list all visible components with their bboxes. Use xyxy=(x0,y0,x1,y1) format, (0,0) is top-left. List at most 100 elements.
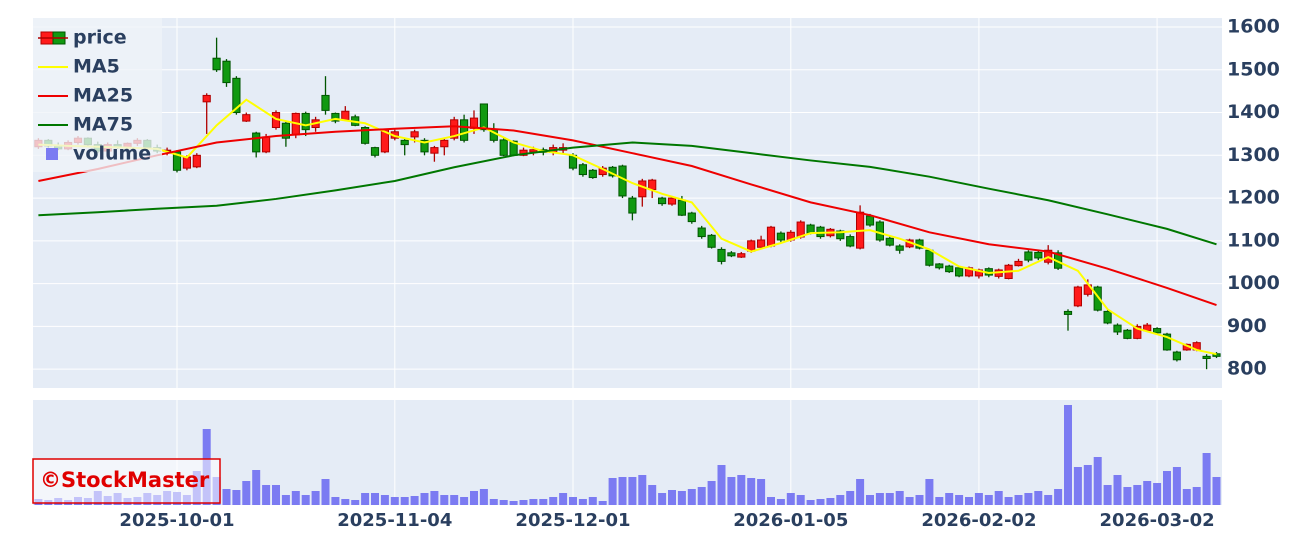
candle-body xyxy=(1172,351,1182,361)
y-tick-label: 1100 xyxy=(1227,229,1280,251)
candle-body xyxy=(737,253,746,258)
candle xyxy=(301,111,310,137)
y-tick-label: 1400 xyxy=(1227,101,1280,123)
candle xyxy=(1162,332,1172,351)
candle-body xyxy=(1014,260,1023,267)
candle-body xyxy=(222,60,231,84)
volume-bar xyxy=(539,499,548,505)
candle xyxy=(1093,285,1102,312)
volume-bar xyxy=(826,498,835,505)
candle-body xyxy=(638,180,647,198)
candle-body xyxy=(192,154,201,168)
candle xyxy=(945,264,954,273)
candle-body xyxy=(628,197,637,214)
volume-bar xyxy=(895,491,904,505)
candle-body xyxy=(1113,324,1122,333)
volume-bar xyxy=(400,497,409,505)
candle-body xyxy=(460,119,469,141)
volume-bar xyxy=(1192,487,1201,505)
volume-bar xyxy=(618,477,627,505)
candle xyxy=(885,236,894,247)
volume-bar xyxy=(1024,493,1033,505)
volume-bar xyxy=(786,493,795,505)
volume-bar xyxy=(836,495,845,505)
candle xyxy=(400,139,409,156)
volume-bar xyxy=(1133,485,1142,505)
watermark: ©StockMaster xyxy=(32,458,221,504)
volume-bar xyxy=(341,499,350,505)
candle-body xyxy=(687,212,696,223)
candle-body xyxy=(262,136,271,153)
volume-bar xyxy=(1083,465,1092,505)
volume-bar xyxy=(549,497,558,505)
volume-bar xyxy=(262,485,271,505)
candle-body xyxy=(341,110,350,121)
volume-bar xyxy=(380,495,389,505)
candle-body xyxy=(776,232,785,241)
volume-bar xyxy=(390,497,399,505)
volume-bar xyxy=(875,493,884,505)
candle xyxy=(766,225,776,248)
candle xyxy=(935,263,944,270)
candle xyxy=(202,93,211,134)
volume-bar xyxy=(361,493,370,505)
candle xyxy=(212,37,221,72)
volume-bar xyxy=(697,487,706,505)
volume-bar xyxy=(727,477,736,505)
candle-body xyxy=(667,197,677,205)
candle-body xyxy=(677,199,686,216)
candle-body xyxy=(935,263,944,269)
candle-body xyxy=(1024,251,1033,261)
candle xyxy=(727,251,736,258)
candle-body xyxy=(440,139,449,148)
y-tick-label: 800 xyxy=(1227,358,1267,380)
volume-bar xyxy=(905,497,914,505)
candle xyxy=(1014,258,1023,267)
volume-bar xyxy=(608,478,617,505)
volume-bar xyxy=(628,477,637,505)
ma-line xyxy=(38,141,1217,246)
candle xyxy=(222,59,231,87)
volume-bar xyxy=(420,493,429,505)
volume-bar xyxy=(668,490,676,505)
y-tick-label: 1000 xyxy=(1227,272,1280,294)
candle-body xyxy=(370,147,380,156)
candle-body xyxy=(697,227,706,238)
volume-bar xyxy=(1182,489,1191,505)
candle xyxy=(757,235,766,250)
volume-bar xyxy=(747,478,756,505)
candle-body xyxy=(1063,310,1073,315)
candle xyxy=(737,251,746,258)
marks xyxy=(34,37,1221,505)
volume-bar xyxy=(430,491,439,505)
volume-bar xyxy=(945,493,954,505)
volume-bar xyxy=(578,499,587,505)
volume-bar xyxy=(1163,471,1171,505)
volume-bar xyxy=(321,479,330,505)
x-tick-label: 2026-02-02 xyxy=(921,510,1036,531)
volume-panel xyxy=(33,400,1222,505)
volume-bar xyxy=(519,500,528,505)
volume-bar xyxy=(371,493,379,505)
candle xyxy=(578,163,587,177)
candle xyxy=(1123,328,1132,340)
volume-bar xyxy=(737,475,746,505)
candle-body xyxy=(212,57,221,71)
volume-bar xyxy=(965,497,973,505)
candle-body xyxy=(321,94,330,111)
volume-bar xyxy=(707,481,716,505)
candle xyxy=(707,234,716,249)
candle-body xyxy=(865,215,875,226)
candle xyxy=(281,121,290,147)
legend-label: MA5 xyxy=(73,56,120,78)
candle-body xyxy=(707,234,716,248)
candle-body xyxy=(757,239,766,248)
volume-bar xyxy=(479,489,488,505)
volume-bar xyxy=(658,493,667,505)
volume-bar xyxy=(1103,485,1112,505)
volume-bar xyxy=(242,481,251,505)
legend-label: price xyxy=(73,27,127,49)
x-tick-label: 2025-10-01 xyxy=(119,510,234,531)
volume-bar xyxy=(915,495,924,505)
